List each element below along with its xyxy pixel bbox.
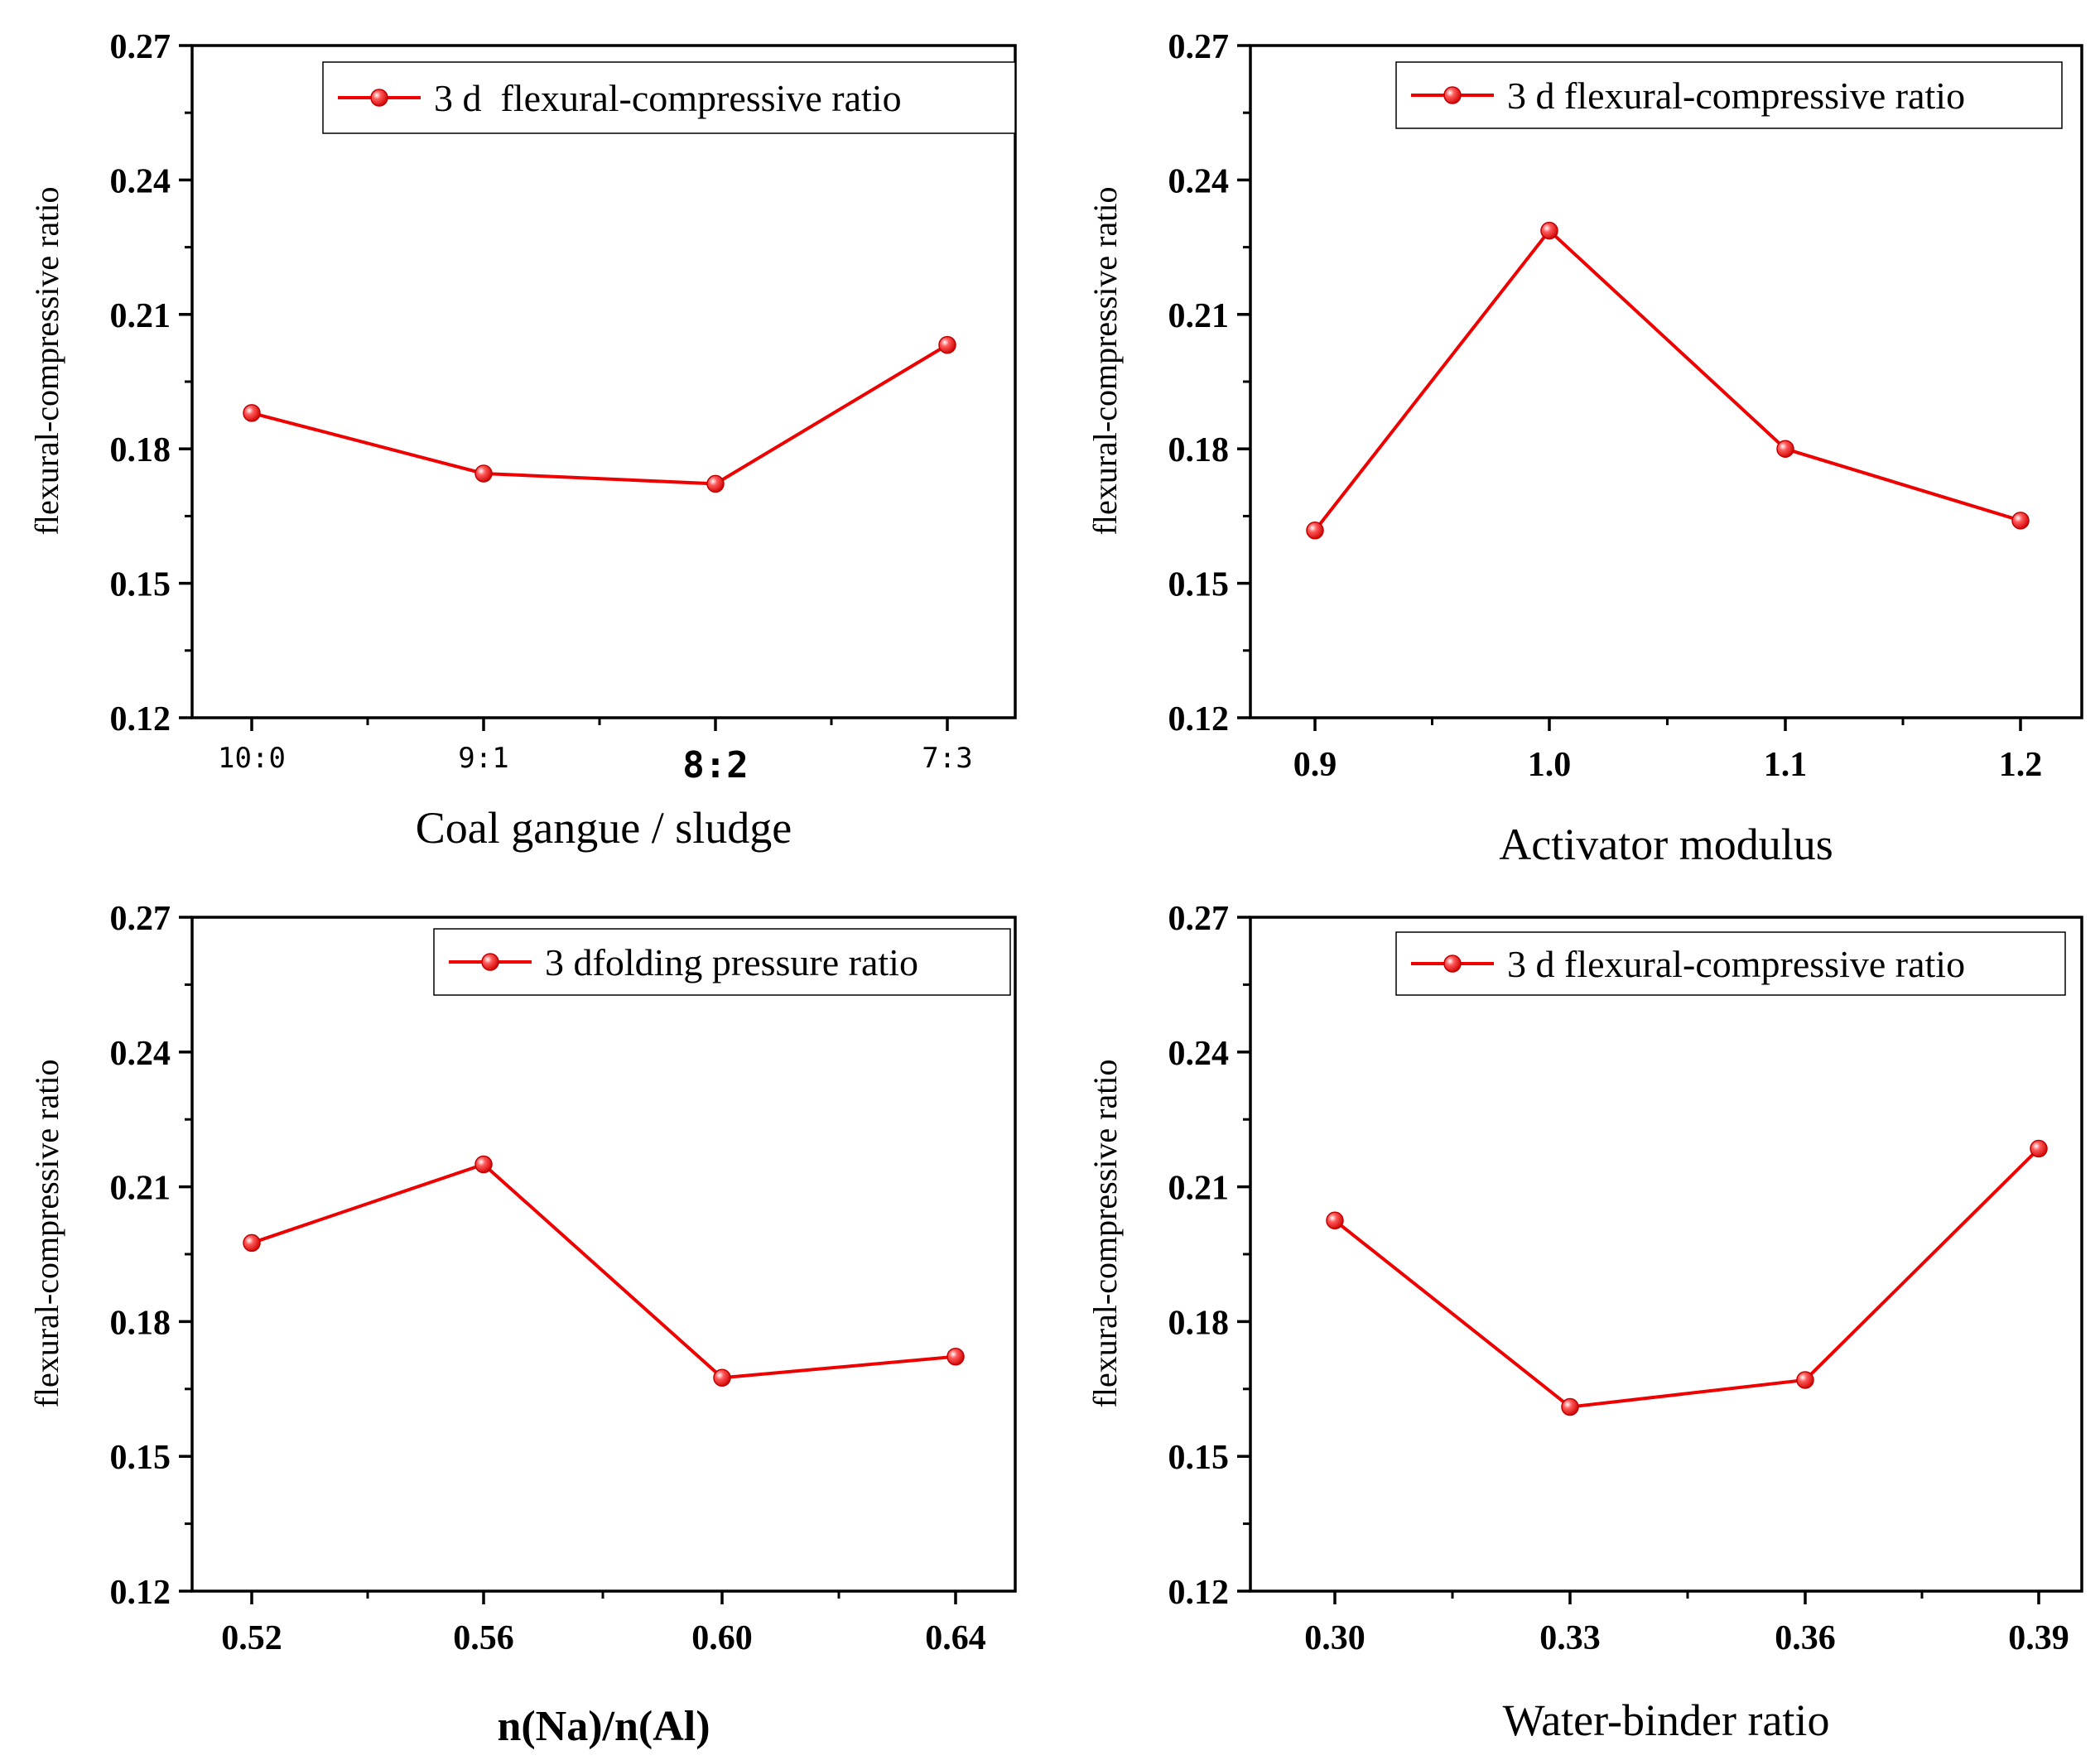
y-tick-label: 0.27 xyxy=(110,900,171,938)
x-tick-label: 10:0 xyxy=(218,742,286,775)
x-tick-label: 0.52 xyxy=(221,1619,282,1657)
x-axis-label: Activator modulus xyxy=(1499,820,1833,869)
data-point xyxy=(706,474,725,493)
x-tick-label: 0.56 xyxy=(453,1619,514,1657)
legend-marker-swatch xyxy=(1443,86,1462,104)
y-axis-label: flexural-compressive ratio xyxy=(28,1060,65,1408)
legend: 3 d flexural-compressive ratio xyxy=(1395,61,2063,129)
y-tick-label: 0.21 xyxy=(110,297,171,335)
x-axis-label: Water-binder ratio xyxy=(1503,1695,1830,1745)
legend-marker-swatch xyxy=(1443,955,1462,973)
data-point xyxy=(1306,521,1324,540)
x-tick-label: 0.60 xyxy=(691,1619,753,1657)
x-tick-label: 9:1 xyxy=(458,742,508,775)
data-point xyxy=(1776,440,1794,458)
series-line xyxy=(1333,1147,2040,1409)
y-axis-label: flexural-compressive ratio xyxy=(1086,187,1124,536)
y-tick-label: 0.24 xyxy=(1168,1035,1230,1073)
y-tick-label: 0.21 xyxy=(1168,297,1230,335)
legend-label: 3 d flexural-compressive ratio xyxy=(1507,943,1965,985)
x-tick-label: 0.64 xyxy=(925,1619,986,1657)
y-tick-label: 0.24 xyxy=(110,1035,171,1073)
x-tick-label: 1.0 xyxy=(1528,746,1572,784)
x-tick-label: 0.30 xyxy=(1304,1619,1365,1657)
plot-frame xyxy=(190,916,1017,1593)
y-tick-label: 0.27 xyxy=(1168,900,1230,938)
x-tick-label: 0.9 xyxy=(1293,746,1337,784)
data-point xyxy=(713,1368,731,1387)
series-line xyxy=(1313,228,2021,531)
series-line xyxy=(251,343,949,486)
y-tick-label: 0.12 xyxy=(110,1574,171,1612)
legend: 3 d flexural-compressive ratio xyxy=(1395,931,2066,996)
y-tick-label: 0.24 xyxy=(1168,162,1230,200)
x-tick-label: 7:3 xyxy=(922,742,972,775)
data-point xyxy=(243,1233,261,1253)
y-tick-label: 0.27 xyxy=(110,28,171,66)
legend: 3 d flexural-compressive ratio xyxy=(322,61,1016,134)
y-tick-label: 0.27 xyxy=(1168,28,1230,66)
data-point xyxy=(1561,1397,1579,1416)
legend-box xyxy=(1395,61,2063,129)
y-tick-label: 0.21 xyxy=(110,1170,171,1208)
data-point xyxy=(938,335,956,354)
legend-box xyxy=(322,61,1016,134)
legend-label: 3 d flexural-compressive ratio xyxy=(1507,75,1965,117)
legend-marker-swatch xyxy=(481,953,499,971)
y-axis-label: flexural-compressive ratio xyxy=(28,187,65,536)
x-tick-label: 0.36 xyxy=(1775,1619,1836,1657)
chart-panel-4: 0.12 0.15 0.18 0.21 0.24 0.27 0.30 0.33 0.36 0.39… xyxy=(1086,900,2083,1745)
x-tick-label: 1.2 xyxy=(1999,746,2043,784)
chart-panel-3: 0.12 0.15 0.18 0.21 0.24 0.27 0.52 0.56 0.60 0.64… xyxy=(28,900,1017,1750)
y-tick-label: 0.15 xyxy=(1168,1439,1230,1477)
plot-frame xyxy=(190,44,1017,719)
x-tick-label: 0.39 xyxy=(2008,1619,2069,1657)
x-axis-label: Coal gangue / sludge xyxy=(416,803,792,853)
chart-panel-2: 0.12 0.15 0.18 0.21 0.24 0.27 0.9 1.0 1.1 1.2 Acti… xyxy=(1086,28,2083,869)
y-tick-label: 0.18 xyxy=(110,1304,171,1342)
x-axis-label: n(Na)/n(Al) xyxy=(497,1703,710,1750)
y-tick-label: 0.12 xyxy=(1168,700,1230,738)
data-point xyxy=(2011,512,2030,530)
legend-marker-swatch xyxy=(370,89,388,107)
y-axis-label: flexural-compressive ratio xyxy=(1086,1060,1124,1408)
legend: 3 dfolding pressure ratio xyxy=(433,928,1011,996)
y-tick-label: 0.18 xyxy=(1168,431,1230,469)
data-point xyxy=(1540,221,1558,240)
y-tick-label: 0.24 xyxy=(110,162,171,200)
data-point xyxy=(1326,1211,1344,1230)
x-tick-label: 0.33 xyxy=(1539,1619,1601,1657)
legend-label: 3 dfolding pressure ratio xyxy=(545,941,918,983)
y-tick-label: 0.12 xyxy=(1168,1574,1230,1612)
data-point xyxy=(2030,1139,2048,1158)
x-tick-label: 8:2 xyxy=(682,744,748,786)
y-tick-label: 0.15 xyxy=(1168,566,1230,604)
x-tick-label: 1.1 xyxy=(1764,746,1808,784)
chart-panel-1: 0.12 0.15 0.18 0.21 0.24 0.27 10:0 9:1 8:2 7:3 Coa… xyxy=(28,28,1017,853)
series-line xyxy=(251,1162,956,1380)
y-tick-label: 0.15 xyxy=(110,1439,171,1477)
y-tick-label: 0.18 xyxy=(1168,1304,1230,1342)
y-tick-label: 0.18 xyxy=(110,431,171,469)
data-point xyxy=(474,464,493,483)
y-tick-label: 0.15 xyxy=(110,566,171,604)
y-tick-label: 0.21 xyxy=(1168,1170,1230,1208)
legend-box xyxy=(1395,931,2066,996)
data-point xyxy=(946,1347,965,1366)
legend-label: 3 d flexural-compressive ratio xyxy=(434,77,902,119)
y-tick-label: 0.12 xyxy=(110,700,171,738)
plot-frame xyxy=(1249,44,2083,719)
data-point xyxy=(243,404,261,422)
data-point xyxy=(1796,1371,1814,1389)
data-point xyxy=(474,1155,493,1174)
